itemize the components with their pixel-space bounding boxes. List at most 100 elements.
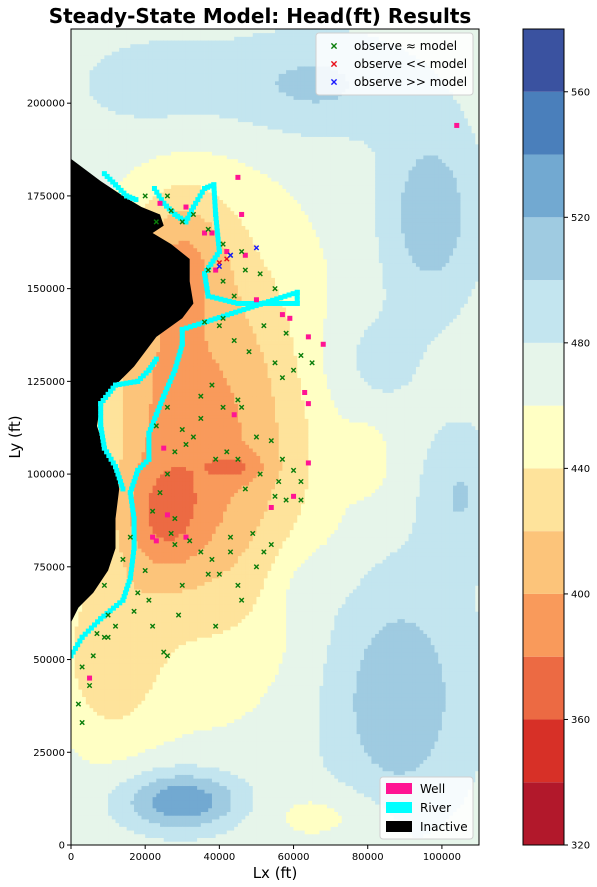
- head-cell: [137, 566, 142, 571]
- head-cell: [152, 726, 157, 731]
- head-cell: [148, 741, 153, 746]
- head-cell: [111, 681, 116, 686]
- head-cell: [134, 744, 139, 749]
- head-cell: [122, 574, 128, 579]
- head-cell: [78, 54, 83, 60]
- head-cell: [137, 485, 142, 490]
- head-cell: [145, 466, 150, 471]
- head-cell: [93, 596, 98, 601]
- head-cell: [115, 689, 120, 694]
- head-cell: [93, 166, 98, 171]
- head-cell: [100, 819, 105, 824]
- head-cell: [137, 696, 142, 701]
- head-cell: [96, 718, 102, 723]
- head-cell: [152, 644, 157, 649]
- head-cell: [134, 88, 139, 93]
- head-cell: [85, 715, 90, 720]
- head-cell: [115, 555, 120, 560]
- head-cell: [89, 129, 94, 134]
- head-cell: [96, 793, 102, 798]
- head-cell: [93, 696, 98, 701]
- head-cell: [108, 92, 113, 97]
- head-cell: [148, 540, 153, 545]
- head-cell: [93, 47, 98, 52]
- head-cell: [122, 444, 128, 449]
- head-cell: [115, 633, 120, 638]
- head-cell: [100, 600, 105, 605]
- head-cell: [134, 689, 139, 694]
- head-cell: [115, 807, 120, 813]
- head-cell: [148, 733, 153, 738]
- head-cell: [122, 496, 128, 501]
- head-cell: [134, 177, 139, 182]
- head-cell: [74, 689, 79, 694]
- head-cell: [130, 704, 135, 709]
- head-cell: [122, 103, 128, 108]
- head-cell: [130, 744, 135, 749]
- head-cell: [93, 741, 98, 746]
- head-cell: [119, 43, 124, 48]
- head-cell: [130, 659, 135, 664]
- head-cell: [130, 615, 135, 620]
- head-cell: [141, 451, 146, 456]
- head-cell: [85, 136, 90, 141]
- head-cell: [104, 711, 109, 716]
- head-cell: [71, 696, 76, 701]
- head-cell: [119, 147, 124, 152]
- head-cell: [126, 540, 131, 545]
- head-cell: [89, 718, 94, 723]
- head-cell: [137, 514, 142, 519]
- head-cell: [93, 29, 98, 34]
- head-cell: [115, 88, 120, 93]
- head-cell: [108, 763, 113, 768]
- head-cell: [137, 359, 142, 364]
- head-cell: [115, 451, 120, 456]
- head-cell: [104, 155, 109, 160]
- head-cell: [71, 143, 76, 149]
- head-cell: [137, 114, 142, 119]
- head-cell: [100, 785, 105, 790]
- head-cell: [126, 704, 131, 709]
- head-cell: [93, 603, 98, 609]
- head-cell: [130, 678, 135, 683]
- head-cell: [82, 689, 87, 694]
- head-cell: [145, 540, 150, 545]
- head-cell: [115, 778, 120, 783]
- head-cell: [93, 730, 98, 735]
- head-cell: [141, 841, 146, 845]
- head-cell: [82, 793, 87, 798]
- head-cell: [148, 481, 153, 486]
- head-cell: [111, 744, 116, 749]
- head-cell: [145, 741, 150, 746]
- head-cell: [145, 474, 150, 479]
- head-cell: [152, 474, 157, 479]
- head-cell: [145, 800, 150, 805]
- head-cell: [85, 774, 90, 779]
- head-cell: [96, 77, 102, 82]
- head-cell: [89, 744, 94, 749]
- head-cell: [100, 103, 105, 108]
- head-cell: [78, 92, 83, 97]
- head-cell: [108, 618, 113, 623]
- head-cell: [115, 403, 120, 408]
- head-cell: [93, 637, 98, 642]
- head-cell: [104, 88, 109, 93]
- head-cell: [115, 95, 120, 100]
- head-cell: [126, 103, 131, 108]
- head-cell: [108, 99, 113, 104]
- head-cell: [145, 711, 150, 716]
- head-cell: [130, 763, 135, 768]
- head-cell: [141, 433, 146, 438]
- head-cell: [82, 155, 87, 160]
- head-cell: [85, 778, 90, 783]
- head-cell: [108, 837, 113, 842]
- head-cell: [130, 674, 135, 679]
- head-cell: [89, 143, 94, 149]
- head-cell: [141, 711, 146, 716]
- head-cell: [119, 826, 124, 831]
- head-cell: [145, 696, 150, 701]
- head-cell: [141, 51, 146, 56]
- head-cell: [126, 811, 131, 816]
- head-cell: [126, 385, 131, 390]
- head-cell: [93, 700, 98, 705]
